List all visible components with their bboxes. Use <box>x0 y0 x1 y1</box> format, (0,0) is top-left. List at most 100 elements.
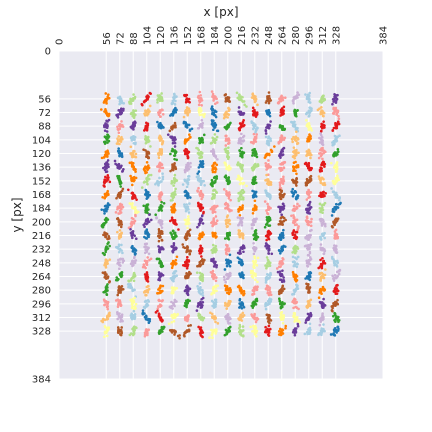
scatter-point <box>323 98 327 101</box>
scatter-point <box>148 258 151 262</box>
scatter-point <box>212 152 215 156</box>
scatter-point <box>281 321 285 325</box>
scatter-cluster <box>142 213 153 229</box>
scatter-point <box>200 118 204 122</box>
scatter-point <box>186 195 190 198</box>
scatter-cluster <box>210 215 219 228</box>
scatter-point <box>253 262 257 266</box>
scatter-point <box>105 209 108 213</box>
scatter-point <box>293 247 296 251</box>
scatter-point <box>240 271 244 275</box>
scatter-point <box>156 120 159 124</box>
scatter-point <box>238 250 242 253</box>
scatter-point <box>184 108 188 112</box>
scatter-point <box>241 169 244 173</box>
scatter-point <box>284 326 287 330</box>
scatter-point <box>200 104 203 107</box>
scatter-cluster <box>306 133 312 143</box>
scatter-point <box>265 330 268 334</box>
scatter-point <box>116 114 119 118</box>
scatter-point <box>211 184 214 188</box>
scatter-point <box>226 182 230 186</box>
scatter-point <box>187 218 191 221</box>
scatter-point <box>308 195 312 199</box>
scatter-point <box>237 330 241 334</box>
scatter-point <box>238 257 241 261</box>
scatter-point <box>278 186 282 189</box>
scatter-point <box>210 141 214 145</box>
scatter-point <box>307 318 310 321</box>
scatter-point <box>308 101 312 104</box>
scatter-point <box>120 223 124 226</box>
scatter-cluster <box>210 188 218 201</box>
scatter-point <box>145 237 148 240</box>
scatter-point <box>225 218 229 221</box>
scatter-cluster <box>236 216 245 227</box>
scatter-point <box>184 301 187 305</box>
scatter-point <box>279 137 283 141</box>
scatter-point <box>283 136 287 140</box>
scatter-point <box>157 112 161 115</box>
scatter-point <box>144 149 147 152</box>
scatter-point <box>240 306 244 310</box>
scatter-point <box>132 109 135 112</box>
scatter-point <box>172 248 175 252</box>
scatter-point <box>265 313 269 317</box>
scatter-point <box>282 216 286 220</box>
scatter-point <box>118 267 121 270</box>
scatter-point <box>120 153 123 157</box>
scatter-point <box>147 300 151 303</box>
scatter-cluster <box>116 229 123 240</box>
scatter-point <box>129 145 133 149</box>
scatter-cluster <box>291 202 301 217</box>
scatter-point <box>171 301 175 305</box>
scatter-cluster <box>196 258 206 268</box>
scatter-point <box>170 286 174 290</box>
scatter-point <box>280 328 284 331</box>
scatter-point <box>211 243 215 247</box>
scatter-point <box>294 249 297 253</box>
scatter-point <box>252 286 256 290</box>
scatter-point <box>132 299 136 303</box>
scatter-point <box>168 129 172 133</box>
scatter-point <box>196 285 199 288</box>
scatter-point <box>189 135 192 139</box>
scatter-point <box>225 97 229 100</box>
scatter-point <box>295 184 298 187</box>
scatter-point <box>278 124 282 127</box>
scatter-point <box>107 93 110 96</box>
scatter-point <box>228 219 231 222</box>
scatter-cluster <box>237 323 245 338</box>
scatter-point <box>130 216 134 220</box>
scatter-cluster <box>196 118 204 130</box>
scatter-cluster <box>237 204 244 217</box>
scatter-point <box>117 135 121 138</box>
scatter-point <box>267 193 271 196</box>
scatter-point <box>103 168 107 172</box>
scatter-point <box>160 209 163 212</box>
scatter-cluster <box>210 119 220 133</box>
scatter-cluster <box>304 91 312 104</box>
scatter-point <box>252 237 256 241</box>
scatter-point <box>118 247 122 251</box>
scatter-point <box>295 306 299 310</box>
scatter-point <box>156 101 159 104</box>
scatter-point <box>173 151 177 155</box>
scatter-point <box>117 329 120 333</box>
scatter-point <box>119 225 123 229</box>
scatter-point <box>148 110 151 113</box>
scatter-point <box>237 210 240 213</box>
scatter-point <box>185 167 189 170</box>
scatter-point <box>239 305 242 308</box>
scatter-cluster <box>305 148 313 160</box>
scatter-cluster <box>168 298 178 310</box>
scatter-point <box>175 158 178 162</box>
scatter-point <box>211 92 215 96</box>
scatter-point <box>145 304 149 308</box>
scatter-point <box>145 263 149 267</box>
scatter-point <box>143 259 147 263</box>
scatter-point <box>118 149 121 153</box>
scatter-point <box>280 135 284 138</box>
scatter-cluster <box>238 146 246 159</box>
